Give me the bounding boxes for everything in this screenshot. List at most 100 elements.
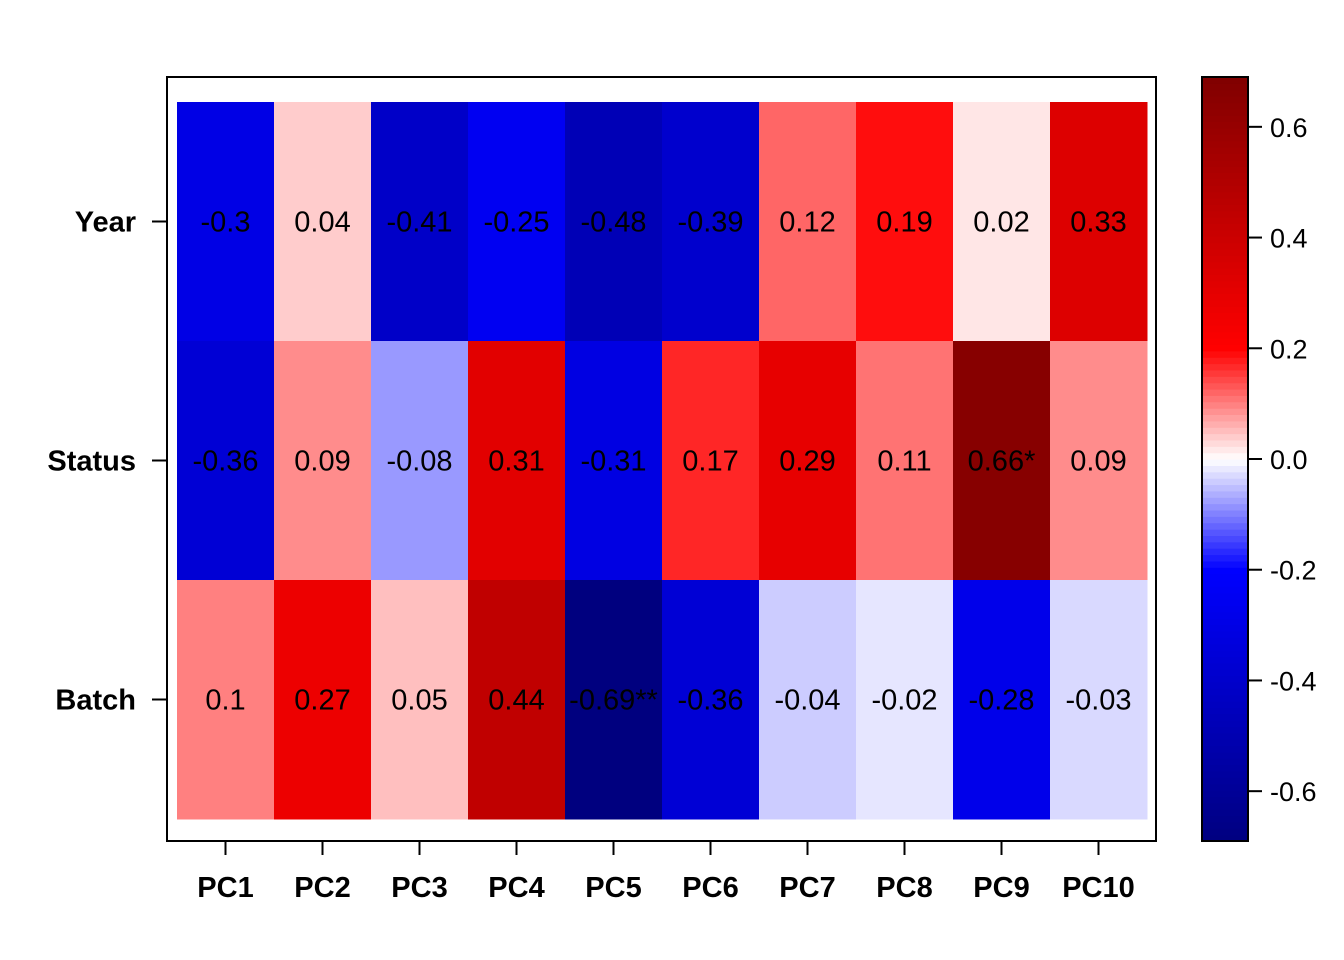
colorbar-segment bbox=[1202, 382, 1248, 390]
colorbar-segment bbox=[1202, 459, 1248, 466]
colorbar-segment bbox=[1202, 809, 1248, 817]
cell-value-label: 0.09 bbox=[294, 446, 350, 478]
colorbar-segment bbox=[1202, 503, 1248, 511]
heatmap-cell bbox=[565, 580, 663, 820]
heatmap-cell bbox=[856, 102, 954, 342]
colorbar-segment bbox=[1202, 344, 1248, 352]
cell-value-label: -0.36 bbox=[677, 685, 743, 717]
cell-value-label: -0.25 bbox=[483, 207, 549, 239]
heatmap-cell bbox=[856, 341, 954, 581]
cell-value-labels: -0.3 0.04 -0.41 -0.25 -0.48 -0.39 0.12 0.19 0.02… bbox=[192, 207, 1131, 717]
cell-value-label: -0.39 bbox=[677, 207, 743, 239]
colorbar-segment bbox=[1202, 548, 1248, 556]
colorbar-segment bbox=[1202, 605, 1248, 613]
heatmap-cell bbox=[177, 580, 275, 820]
colorbar-segment bbox=[1202, 669, 1248, 677]
colorbar-segment bbox=[1202, 312, 1248, 320]
colorbar-segment bbox=[1202, 751, 1248, 759]
colorbar-tick-label: 0.2 bbox=[1270, 334, 1308, 364]
heatmap-cell bbox=[468, 580, 566, 820]
colorbar-segment bbox=[1202, 796, 1248, 804]
cell-value-label: -0.03 bbox=[1065, 685, 1131, 717]
colorbar-tick-label: -0.2 bbox=[1270, 556, 1317, 586]
cell-value-label: 0.44 bbox=[488, 685, 544, 717]
colorbar-segment bbox=[1202, 204, 1248, 212]
colorbar-segment bbox=[1202, 318, 1248, 326]
colorbar-segment bbox=[1202, 140, 1248, 148]
colorbar-segment bbox=[1202, 828, 1248, 836]
x-tick-label: PC4 bbox=[488, 872, 544, 904]
heatmap-cell bbox=[371, 102, 469, 342]
colorbar-segment bbox=[1202, 427, 1248, 435]
heatmap-cell bbox=[371, 341, 469, 581]
colorbar-segment bbox=[1202, 306, 1248, 314]
colorbar-tick-label: -0.6 bbox=[1270, 777, 1317, 807]
colorbar-segment bbox=[1202, 770, 1248, 778]
colorbar-segment bbox=[1202, 599, 1248, 607]
colorbar-segment bbox=[1202, 764, 1248, 772]
x-tick-label: PC7 bbox=[779, 872, 835, 904]
x-tick-label: PC2 bbox=[294, 872, 350, 904]
colorbar-segment bbox=[1202, 350, 1248, 358]
colorbar-segment bbox=[1202, 720, 1248, 727]
cell-value-label: 0.33 bbox=[1070, 207, 1126, 239]
colorbar-tick-label: 0.6 bbox=[1270, 113, 1308, 143]
x-tick-label: PC8 bbox=[876, 872, 932, 904]
x-tick-label: PC6 bbox=[682, 872, 738, 904]
colorbar-segment bbox=[1202, 821, 1248, 829]
colorbar-segment bbox=[1202, 363, 1248, 371]
plot-frame bbox=[166, 76, 1157, 842]
colorbar-segment bbox=[1202, 713, 1248, 721]
colorbar: -0.6 -0.4 -0.2 0.0 0.2 0.4 0.6 bbox=[1201, 76, 1317, 842]
colorbar-segment bbox=[1202, 745, 1248, 753]
heatmap-cell bbox=[565, 102, 663, 342]
x-tick-label: PC10 bbox=[1062, 872, 1135, 904]
cell-value-label: 0.29 bbox=[779, 446, 835, 478]
colorbar-segment bbox=[1202, 293, 1248, 301]
colorbar-segment bbox=[1202, 96, 1248, 104]
colorbar-segment bbox=[1202, 726, 1248, 734]
colorbar-segment bbox=[1202, 408, 1248, 416]
x-tick-label: PC9 bbox=[973, 872, 1029, 904]
colorbar-segment bbox=[1202, 376, 1248, 384]
colorbar-tick-label: 0.0 bbox=[1270, 445, 1308, 475]
colorbar-segment bbox=[1202, 255, 1248, 263]
heatmap-cell bbox=[177, 341, 275, 581]
colorbar-segment bbox=[1202, 299, 1248, 307]
colorbar-segment bbox=[1202, 388, 1248, 396]
colorbar-segment bbox=[1202, 675, 1248, 683]
cell-value-label: 0.02 bbox=[973, 207, 1029, 239]
heatmap-cell bbox=[1050, 102, 1148, 342]
colorbar-segment bbox=[1202, 630, 1248, 638]
cell-value-label: -0.69** bbox=[569, 685, 658, 717]
heatmap-cell bbox=[759, 102, 857, 342]
colorbar-segment bbox=[1202, 618, 1248, 626]
colorbar-segment bbox=[1202, 535, 1248, 543]
heatmap-cell bbox=[759, 580, 857, 820]
heatmap-cell bbox=[662, 341, 760, 581]
colorbar-segment bbox=[1202, 777, 1248, 785]
cell-value-label: 0.12 bbox=[779, 207, 835, 239]
colorbar-segment bbox=[1202, 166, 1248, 174]
heatmap-cell bbox=[953, 102, 1051, 342]
colorbar-segment bbox=[1202, 338, 1248, 345]
colorbar-segment bbox=[1202, 115, 1248, 123]
colorbar-segment bbox=[1202, 490, 1248, 498]
heatmap-cell bbox=[1050, 341, 1148, 581]
cell-value-label: -0.36 bbox=[192, 446, 258, 478]
colorbar-segment bbox=[1202, 197, 1248, 205]
colorbar-segment bbox=[1202, 242, 1248, 250]
heatmap-cell bbox=[274, 341, 372, 581]
colorbar-segment bbox=[1202, 509, 1248, 517]
colorbar-segment bbox=[1202, 217, 1248, 225]
colorbar-segment bbox=[1202, 210, 1248, 218]
heatmap-cell bbox=[468, 102, 566, 342]
colorbar-segment bbox=[1202, 159, 1248, 167]
y-axis: Year Status Batch bbox=[47, 207, 167, 717]
heatmap-cell bbox=[856, 580, 954, 820]
heatmap-cell bbox=[177, 102, 275, 342]
heatmap-cell bbox=[759, 341, 857, 581]
colorbar-segment bbox=[1202, 420, 1248, 428]
colorbar-segment bbox=[1202, 624, 1248, 632]
